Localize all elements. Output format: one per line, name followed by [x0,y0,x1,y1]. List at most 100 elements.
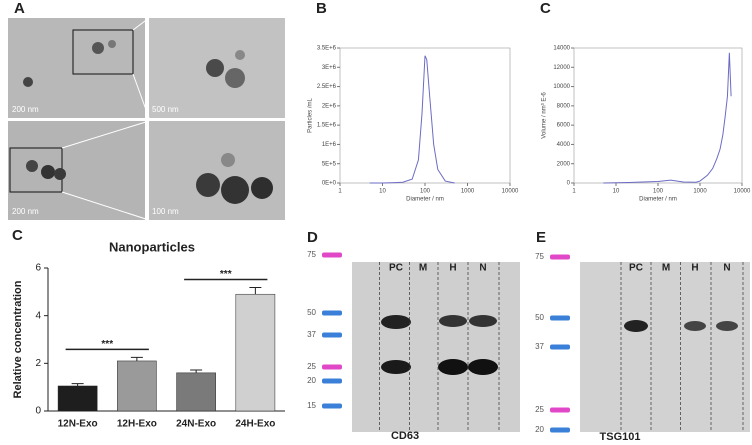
y-tick-label: 1.5E+6 [317,123,337,129]
lane-label: N [723,263,730,274]
x-tick-label: 12H-Exo [117,419,157,430]
ladder-band [322,364,342,370]
marker-label: 37 [535,342,544,351]
x-tick-label: 10 [613,189,620,195]
lane-label: M [419,263,427,274]
y-tick-label: 0 [35,406,41,417]
ladder-band [550,344,570,350]
panel-label: B [316,0,327,17]
x-tick-label: 1000 [693,189,707,195]
y-tick-label: 2 [35,358,41,369]
line [369,55,455,184]
y-tick-label: 0E+0 [322,181,337,187]
scale-label: 100 nm [152,207,179,216]
marker-label: 50 [307,308,316,317]
x-tick-label: 10000 [502,189,519,195]
bar [235,293,276,412]
y-tick-label: 2.5E+6 [317,84,337,90]
error-bar [249,287,262,295]
blot-e [580,262,750,432]
marker-label: 20 [307,376,316,385]
panel-label: E [536,229,546,246]
y-tick-label: 1E+6 [322,142,337,148]
ladder-band [322,378,342,384]
y-tick-label: 14000 [553,46,570,52]
x-tick-label: 10000 [734,189,751,195]
marker-label: 50 [535,313,544,322]
panel-label: A [14,0,25,17]
marker-label: 25 [535,405,544,414]
y-tick-label: 4000 [557,142,571,148]
ladder-band [550,254,570,260]
lane-label: PC [629,263,643,274]
x-tick-label: 24N-Exo [176,419,216,430]
x-tick-label: 1000 [461,189,475,195]
x-tick-label: 24H-Exo [235,419,275,430]
y-tick-label: 0 [567,181,571,187]
y-tick-label: 3.5E+6 [317,46,337,52]
y-tick-label: 2000 [557,161,571,167]
protein-label: TSG101 [600,431,641,443]
ladder-band [550,315,570,321]
line [603,52,732,184]
ladder-band [322,332,342,338]
y-tick-label: 8000 [557,103,571,109]
y-tick-label: 4 [35,310,41,321]
y-tick-label: 12000 [553,65,570,71]
error-bar [71,383,84,386]
bar [57,385,98,412]
lane-label: M [662,263,670,274]
blot-d [352,262,520,432]
bar [117,360,157,412]
x-tick-label: 100 [653,189,664,195]
panel-label: C [12,227,23,244]
x-axis-label: Diameter / nm [639,197,677,203]
y-axis-label: Relative concentration [12,280,24,398]
marker-label: 25 [307,362,316,371]
marker-label: 75 [535,252,544,261]
ladder-band [322,403,342,409]
y-tick-label: 6 [35,263,41,274]
scale-label: 500 nm [152,105,179,114]
ladder-band [550,407,570,413]
annotation: *** [101,339,113,350]
scale-label: 200 nm [12,207,39,216]
lane-label: H [691,263,698,274]
y-tick-label: 5E+5 [322,161,337,167]
panel-label: D [307,229,318,246]
error-bar [130,356,143,361]
marker-label: 20 [535,425,544,434]
lane-label: PC [389,263,403,274]
y-tick-label: 3E+6 [322,65,337,71]
y-tick-label: 10000 [553,84,570,90]
y-tick-label: 6000 [557,123,571,129]
lane-label: N [479,263,486,274]
bar [176,372,216,412]
plot-frame [339,47,511,184]
chart-title: Nanoparticles [109,239,195,254]
x-tick-label: 100 [420,189,431,195]
x-tick-label: 10 [379,189,386,195]
annotation: *** [220,269,232,280]
plot-frame [573,47,743,184]
marker-label: 37 [307,330,316,339]
scale-label: 200 nm [12,105,39,114]
y-axis-label: Particles /mL [308,98,314,133]
micrographs [8,17,285,221]
marker-label: 75 [307,250,316,259]
x-axis-label: Diameter / nm [406,197,444,203]
x-tick-label: 12N-Exo [58,419,98,430]
x-tick-label: 1 [572,189,576,195]
marker-label: 15 [307,401,316,410]
lane-label: H [449,263,456,274]
error-bar [190,369,203,373]
x-tick-label: 1 [338,189,342,195]
y-axis-label: Volume / nm³ E-6 [542,92,548,139]
ladder-band [550,427,570,433]
panel-label: C [540,0,551,17]
y-tick-label: 2E+6 [322,103,337,109]
ladder-band [322,252,342,258]
ladder-band [322,310,342,316]
protein-label: CD63 [391,430,419,442]
